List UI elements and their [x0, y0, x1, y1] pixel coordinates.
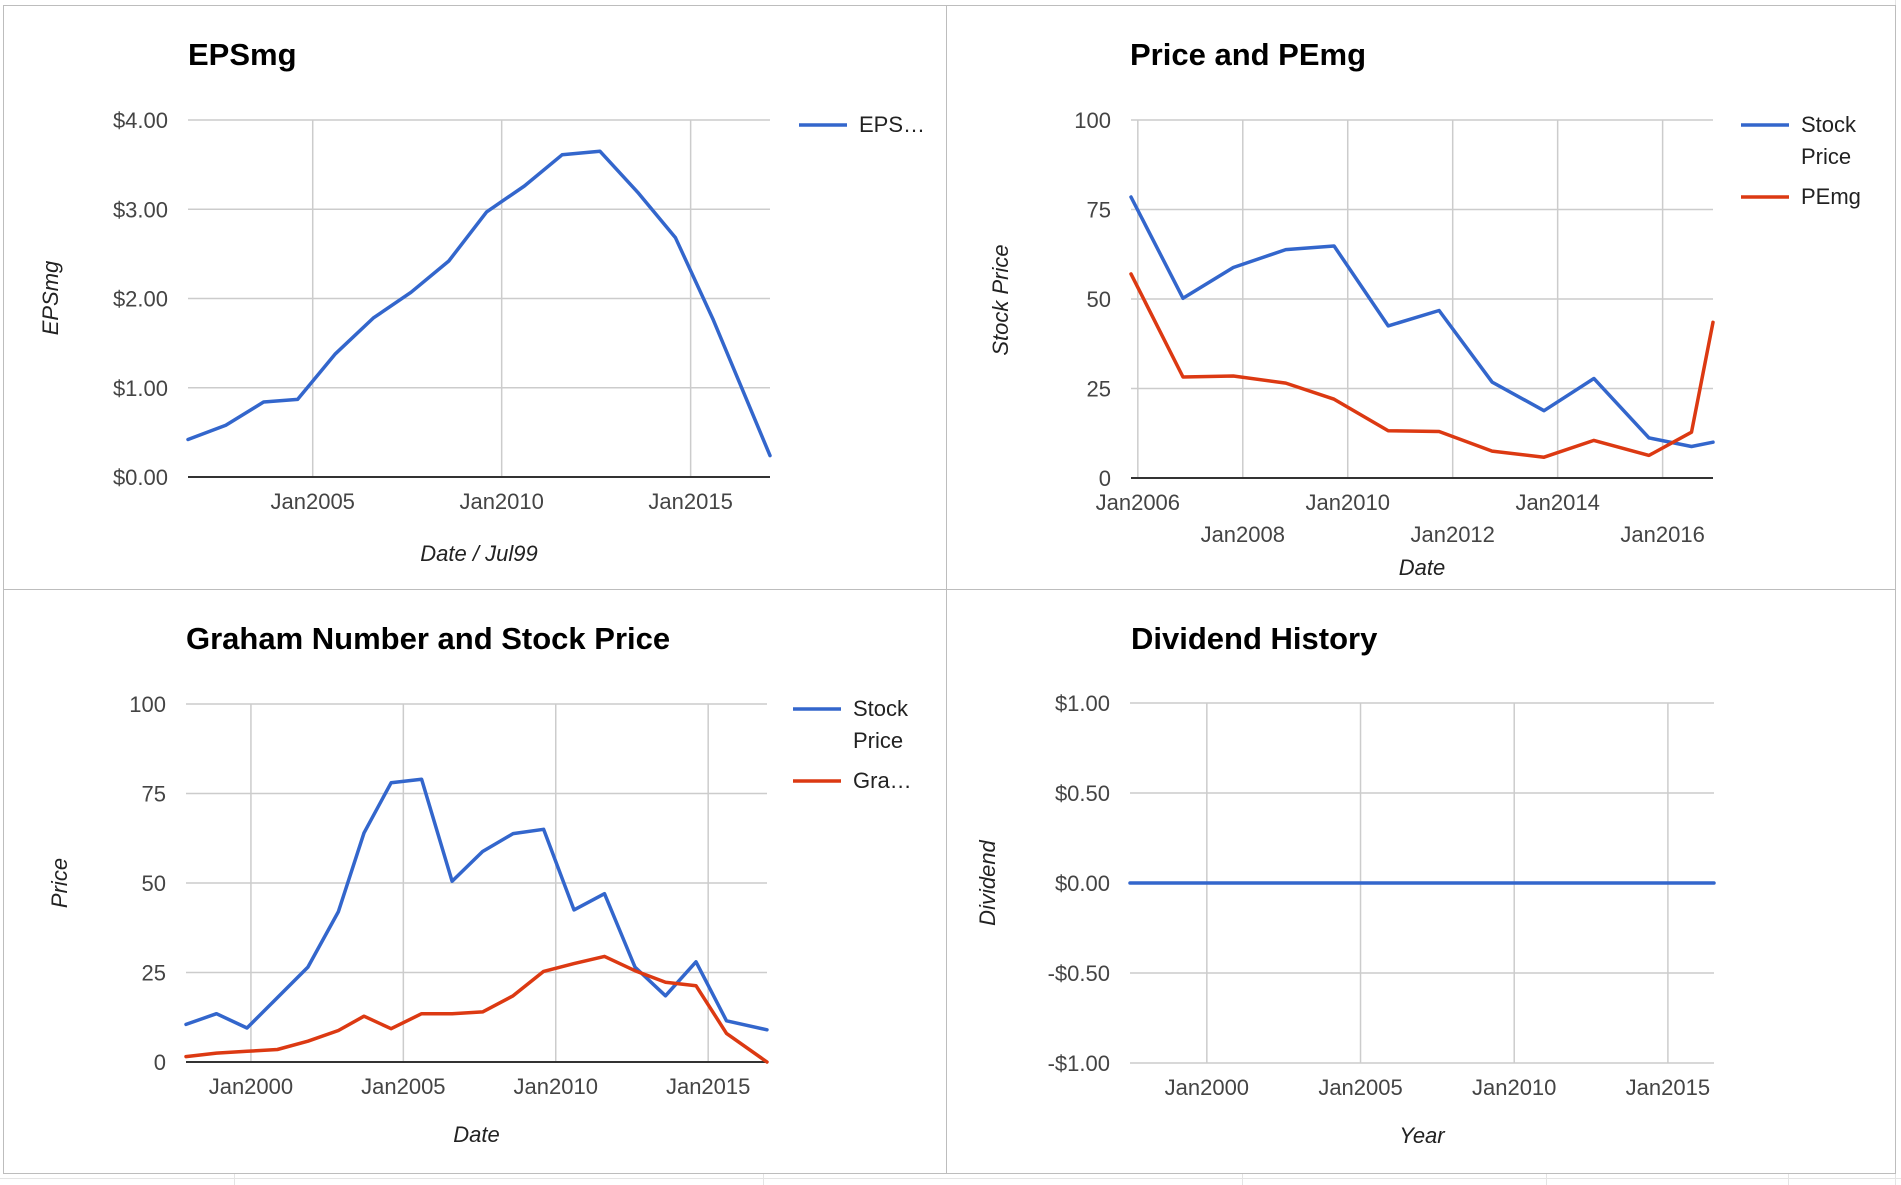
y-axis-title: Price [47, 858, 72, 908]
legend-label: EPS… [859, 112, 925, 137]
legend-label: Price [1801, 144, 1851, 169]
y-tick-label: 100 [1074, 108, 1111, 133]
y-axis-title: EPSmg [38, 260, 63, 335]
chart-panel-price-pemg[interactable]: Price and PEmg 0 25 50 75 100 Jan2006 Jan2008 Ja… [946, 5, 1896, 590]
x-tick-label: Jan2015 [666, 1074, 750, 1099]
y-tick-label: 75 [1087, 198, 1111, 223]
x-tick-label: Jan2000 [1165, 1075, 1249, 1100]
x-tick-label: Jan2005 [271, 489, 355, 514]
x-tick-label: Jan2005 [1318, 1075, 1402, 1100]
series-line [1129, 195, 1715, 449]
y-tick-label: 25 [142, 961, 166, 986]
x-axis-title: Date / Jul99 [420, 541, 537, 566]
x-tick-label: Jan2008 [1201, 522, 1285, 547]
x-tick-label: Jan2000 [209, 1074, 293, 1099]
x-tick-label: Jan2010 [459, 489, 543, 514]
series-line [1129, 272, 1715, 459]
sheet-gridline [1546, 1172, 1547, 1185]
x-axis-title: Year [1399, 1123, 1446, 1148]
y-axis-title: Dividend [975, 839, 1000, 925]
sheet-gridline [1242, 1172, 1243, 1185]
x-axis-title: Date [453, 1122, 499, 1147]
y-tick-label: $0.00 [113, 465, 168, 490]
y-tick-label: 0 [154, 1050, 166, 1075]
legend-label: Stock [853, 696, 909, 721]
y-tick-label: $3.00 [113, 197, 168, 222]
y-tick-label: -$0.50 [1048, 961, 1110, 986]
sheet-gridline [234, 1172, 235, 1185]
y-tick-label: $2.00 [113, 287, 168, 312]
y-tick-label: $1.00 [1055, 691, 1110, 716]
y-tick-label: 25 [1087, 377, 1111, 402]
y-tick-label: 100 [129, 692, 166, 717]
y-tick-label: $4.00 [113, 108, 168, 133]
chart-price-pemg: Price and PEmg 0 25 50 75 100 Jan2006 Jan2008 Ja… [988, 37, 1861, 580]
x-tick-label: Jan2016 [1620, 522, 1704, 547]
y-tick-label: 0 [1099, 466, 1111, 491]
x-tick-label: Jan2015 [1626, 1075, 1710, 1100]
series-line [186, 149, 772, 458]
chart-panel-graham[interactable]: Graham Number and Stock Price 0 25 50 75 100 J… [3, 589, 947, 1174]
chart-title: Dividend History [1131, 621, 1378, 656]
chart-graham-number: Graham Number and Stock Price 0 25 50 75 100 J… [47, 621, 912, 1147]
x-tick-label: Jan2010 [1472, 1075, 1556, 1100]
x-tick-label: Jan2010 [1306, 490, 1390, 515]
legend-label: Gra… [853, 768, 912, 793]
sheet-gridline [763, 1172, 764, 1185]
y-tick-label: $1.00 [113, 376, 168, 401]
chart-panel-epsmg[interactable]: EPSmg $0.00 $1.00 $2.00 $3.00 $4.00 Jan2005 Jan… [3, 5, 947, 590]
x-axis-title: Date [1399, 555, 1445, 580]
x-tick-label: Jan2014 [1515, 490, 1599, 515]
legend-label: Stock [1801, 112, 1857, 137]
chart-title: Price and PEmg [1130, 37, 1366, 72]
legend-label: Price [853, 728, 903, 753]
y-tick-label: 75 [142, 782, 166, 807]
series-line [184, 954, 769, 1064]
x-tick-label: Jan2012 [1410, 522, 1494, 547]
chart-panel-dividend[interactable]: Dividend History -$1.00 -$0.50 $0.00 $0.50 $1… [946, 589, 1896, 1174]
chart-title: EPSmg [188, 37, 297, 72]
y-tick-label: -$1.00 [1048, 1051, 1110, 1076]
y-tick-label: 50 [142, 871, 166, 896]
sheet-gridline [0, 1178, 1901, 1179]
chart-dividend-history: Dividend History -$1.00 -$0.50 $0.00 $0.50 $1… [975, 621, 1716, 1148]
x-tick-label: Jan2006 [1096, 490, 1180, 515]
x-tick-label: Jan2005 [361, 1074, 445, 1099]
chart-title: Graham Number and Stock Price [186, 621, 670, 656]
y-axis-title: Stock Price [988, 244, 1013, 355]
chart-epsmg: EPSmg $0.00 $1.00 $2.00 $3.00 $4.00 Jan2005 Jan… [38, 37, 925, 566]
y-tick-label: $0.00 [1055, 871, 1110, 896]
series-line [184, 777, 769, 1032]
sheet-gridline [1788, 1172, 1789, 1185]
y-tick-label: $0.50 [1055, 781, 1110, 806]
y-tick-label: 50 [1087, 287, 1111, 312]
x-tick-label: Jan2015 [648, 489, 732, 514]
legend-label: PEmg [1801, 184, 1861, 209]
x-tick-label: Jan2010 [514, 1074, 598, 1099]
